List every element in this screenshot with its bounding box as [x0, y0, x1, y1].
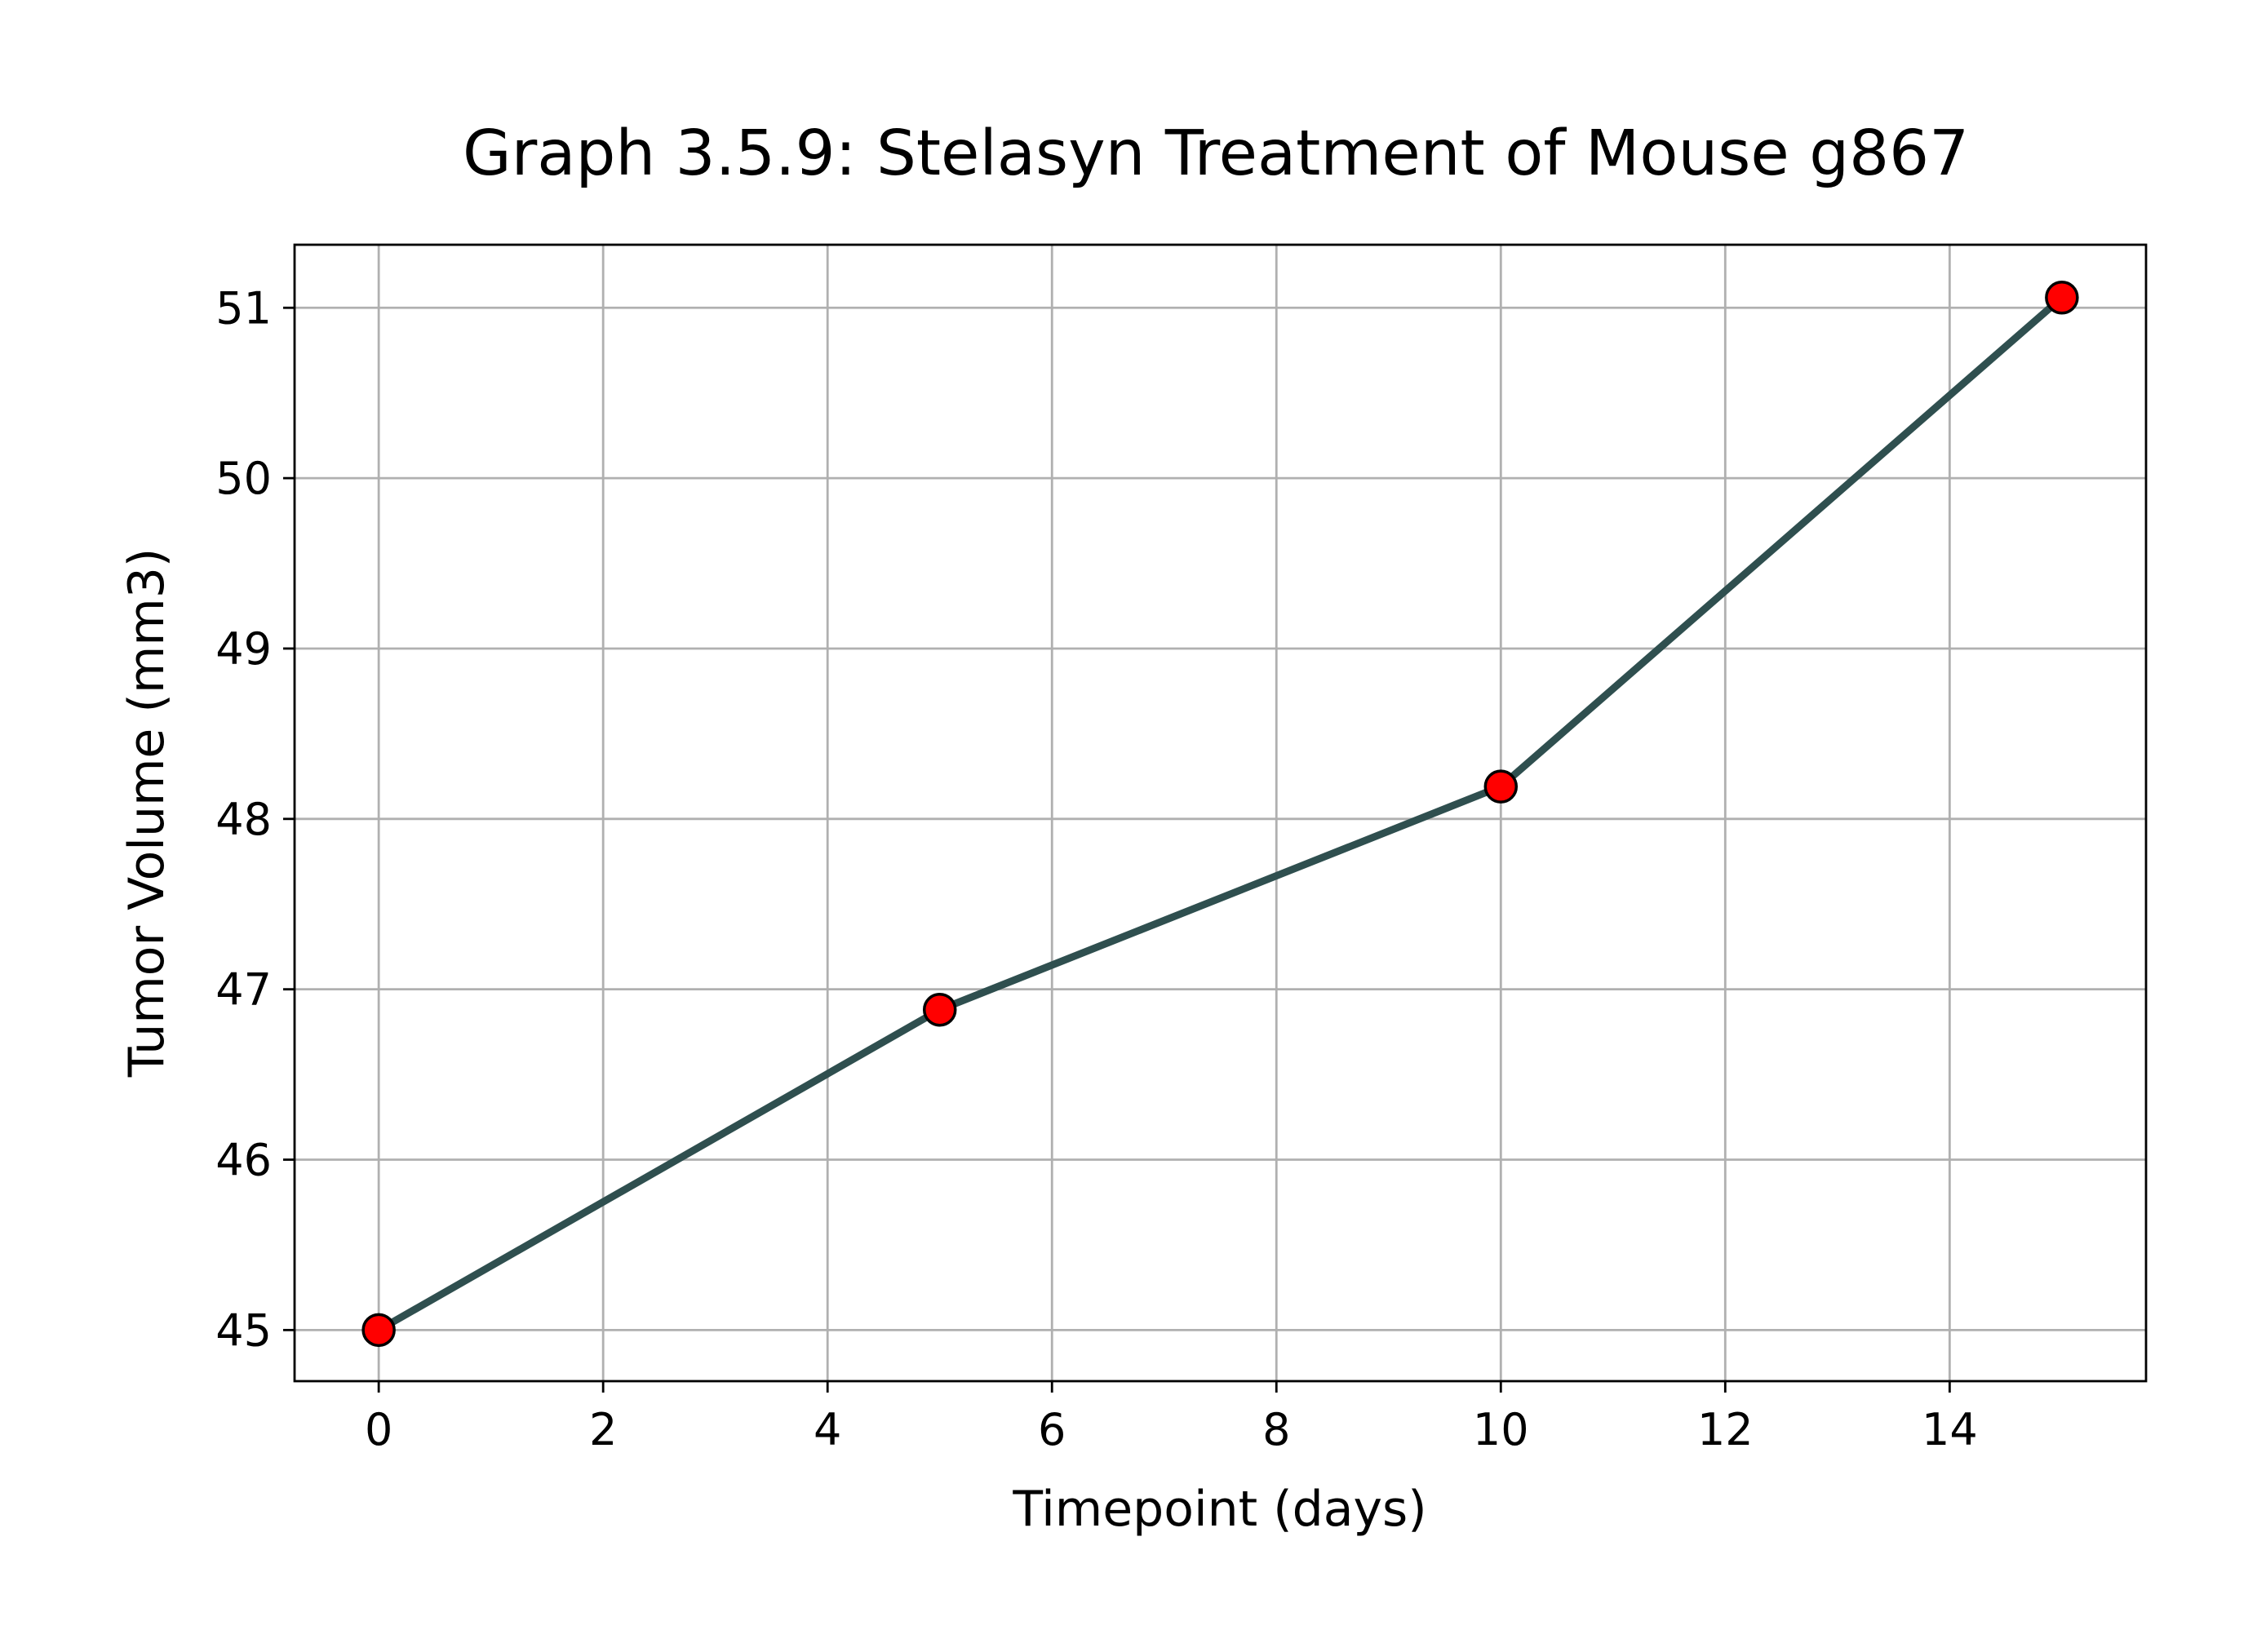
x-tick-label: 14 — [1922, 1404, 1978, 1455]
data-series — [361, 280, 2079, 1348]
y-tick-label: 50 — [215, 453, 272, 504]
data-point-marker — [1483, 769, 1519, 804]
plot-area — [293, 243, 2148, 1383]
y-tick-label: 51 — [215, 282, 272, 334]
y-tick-label: 49 — [215, 623, 272, 675]
x-tick-label: 4 — [814, 1404, 841, 1455]
x-tick-label: 12 — [1697, 1404, 1754, 1455]
y-axis-label: Tumor Volume (mm3) — [118, 548, 175, 1078]
x-tick-label: 6 — [1038, 1404, 1066, 1455]
y-tick-label: 46 — [215, 1135, 272, 1186]
x-tick-label: 2 — [589, 1404, 617, 1455]
chart-title: Graph 3.5.9: Stelasyn Treatment of Mouse… — [463, 117, 1969, 190]
y-tick-label: 48 — [215, 794, 272, 845]
x-tick-label: 8 — [1262, 1404, 1290, 1455]
grid — [295, 245, 2146, 1381]
y-tick-label: 45 — [215, 1304, 272, 1356]
data-point-marker — [922, 992, 957, 1027]
x-tick-label: 10 — [1473, 1404, 1529, 1455]
data-point-marker — [2045, 280, 2079, 315]
data-point-marker — [361, 1313, 396, 1348]
x-axis-label: Timepoint (days) — [1012, 1481, 1426, 1538]
y-tick-label: 47 — [215, 964, 272, 1016]
x-tick-label: 0 — [365, 1404, 392, 1455]
series-line — [375, 294, 2066, 1334]
